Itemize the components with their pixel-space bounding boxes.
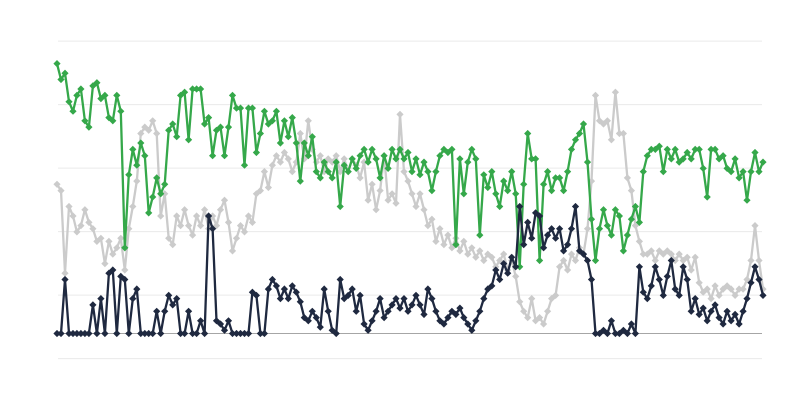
green-series (53, 60, 767, 271)
series-group (53, 60, 767, 338)
green-series-markers (53, 60, 767, 271)
dark-navy-series (53, 202, 767, 338)
dark-navy-series-line (55, 205, 765, 335)
light-gray-series (53, 88, 767, 328)
light-gray-series-line (55, 91, 765, 326)
dark-navy-series-markers (53, 202, 767, 338)
green-series-line (55, 62, 765, 268)
